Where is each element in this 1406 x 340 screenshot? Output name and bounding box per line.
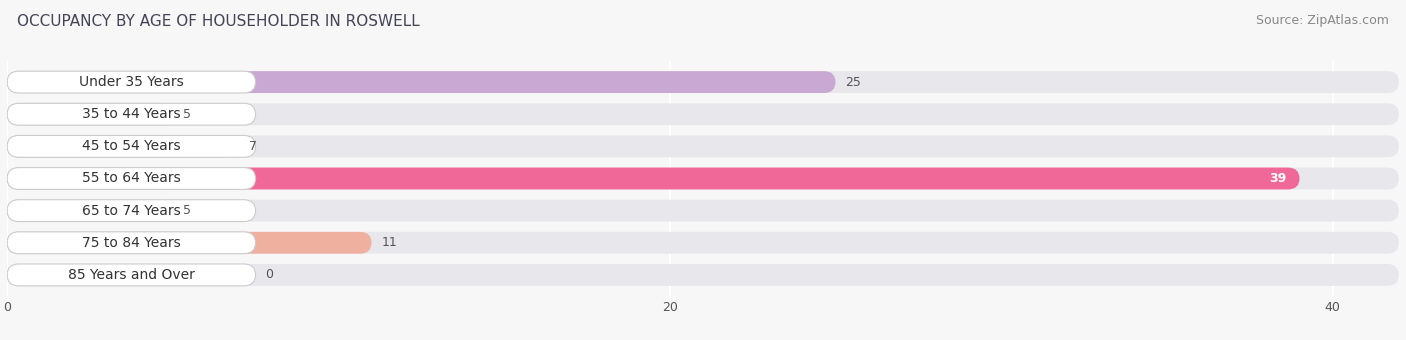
Text: 0: 0 bbox=[266, 268, 274, 282]
Text: 39: 39 bbox=[1270, 172, 1286, 185]
Text: Under 35 Years: Under 35 Years bbox=[79, 75, 184, 89]
FancyBboxPatch shape bbox=[7, 103, 173, 125]
FancyBboxPatch shape bbox=[7, 264, 256, 286]
Text: 11: 11 bbox=[381, 236, 398, 249]
FancyBboxPatch shape bbox=[7, 135, 1399, 157]
FancyBboxPatch shape bbox=[7, 168, 1399, 189]
Text: 55 to 64 Years: 55 to 64 Years bbox=[82, 171, 181, 186]
Text: 75 to 84 Years: 75 to 84 Years bbox=[82, 236, 181, 250]
FancyBboxPatch shape bbox=[7, 135, 239, 157]
Text: 35 to 44 Years: 35 to 44 Years bbox=[82, 107, 180, 121]
FancyBboxPatch shape bbox=[7, 200, 173, 222]
Text: 45 to 54 Years: 45 to 54 Years bbox=[82, 139, 180, 153]
FancyBboxPatch shape bbox=[7, 200, 1399, 222]
Text: Source: ZipAtlas.com: Source: ZipAtlas.com bbox=[1256, 14, 1389, 27]
FancyBboxPatch shape bbox=[7, 168, 1299, 189]
FancyBboxPatch shape bbox=[7, 232, 1399, 254]
Text: 25: 25 bbox=[845, 75, 862, 89]
FancyBboxPatch shape bbox=[7, 71, 835, 93]
FancyBboxPatch shape bbox=[7, 168, 256, 189]
Text: 5: 5 bbox=[183, 108, 191, 121]
FancyBboxPatch shape bbox=[7, 200, 256, 222]
Text: 7: 7 bbox=[249, 140, 257, 153]
FancyBboxPatch shape bbox=[7, 103, 1399, 125]
FancyBboxPatch shape bbox=[7, 232, 371, 254]
Text: 5: 5 bbox=[183, 204, 191, 217]
Text: OCCUPANCY BY AGE OF HOUSEHOLDER IN ROSWELL: OCCUPANCY BY AGE OF HOUSEHOLDER IN ROSWE… bbox=[17, 14, 419, 29]
FancyBboxPatch shape bbox=[7, 264, 1399, 286]
FancyBboxPatch shape bbox=[7, 103, 256, 125]
FancyBboxPatch shape bbox=[7, 71, 1399, 93]
FancyBboxPatch shape bbox=[7, 71, 256, 93]
Text: 65 to 74 Years: 65 to 74 Years bbox=[82, 204, 181, 218]
Text: 85 Years and Over: 85 Years and Over bbox=[67, 268, 195, 282]
FancyBboxPatch shape bbox=[7, 232, 256, 254]
FancyBboxPatch shape bbox=[7, 135, 256, 157]
